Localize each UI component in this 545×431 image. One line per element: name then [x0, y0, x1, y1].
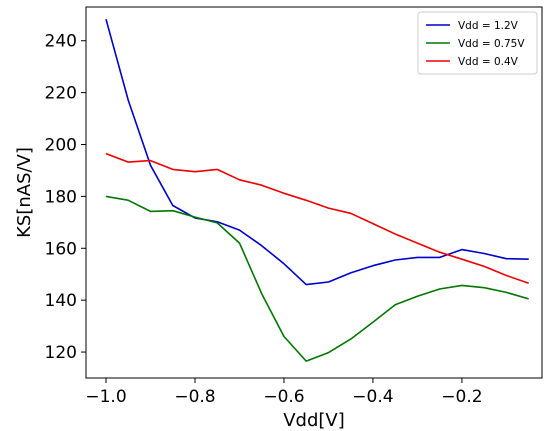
- y-tick-label: 120: [45, 343, 77, 363]
- plot-lines: [105, 18, 529, 362]
- legend: Vdd = 1.2V Vdd = 0.75V Vdd = 0.4V: [417, 11, 538, 75]
- legend-box: [417, 11, 538, 75]
- y-tick-label: 200: [45, 136, 77, 156]
- series-line-2: [105, 152, 529, 285]
- y-tick-label: 140: [45, 291, 77, 311]
- y-tick-label: 160: [45, 239, 77, 259]
- x-tick-label: −0.2: [441, 387, 482, 407]
- x-axis-ticks: −1.0 −0.8 −0.6 −0.4 −0.2: [85, 378, 483, 407]
- x-tick-label: −0.4: [352, 387, 393, 407]
- y-tick-label: 220: [45, 84, 77, 104]
- x-axis-title: Vdd[V]: [283, 410, 345, 431]
- plot-frame: [85, 6, 543, 379]
- legend-label: Vdd = 0.75V: [458, 38, 525, 50]
- x-tick-label: −0.6: [263, 387, 304, 407]
- x-tick-label: −1.0: [85, 387, 126, 407]
- y-tick-label: 240: [45, 32, 77, 52]
- legend-label: Vdd = 1.2V: [458, 20, 519, 32]
- series-line-0: [105, 18, 529, 286]
- series-line-1: [105, 195, 529, 362]
- legend-label: Vdd = 0.4V: [458, 56, 519, 68]
- x-tick-label: −0.8: [174, 387, 215, 407]
- y-tick-label: 180: [45, 187, 77, 207]
- y-axis-title: KS[nAS/V]: [14, 147, 35, 238]
- y-axis-ticks: 120 140 160 180 200 220 240: [45, 32, 86, 363]
